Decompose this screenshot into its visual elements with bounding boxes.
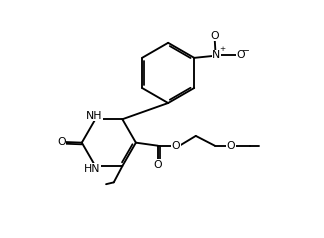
Text: O: O [57, 137, 65, 147]
Text: O: O [154, 160, 162, 170]
Text: NH: NH [86, 111, 102, 121]
Text: O: O [172, 141, 180, 151]
Text: O: O [237, 50, 245, 60]
Text: O: O [211, 31, 219, 41]
Text: N: N [212, 50, 220, 60]
Text: O: O [227, 141, 236, 151]
Text: +: + [219, 46, 225, 52]
Text: −: − [242, 45, 250, 54]
Text: HN: HN [83, 164, 100, 174]
